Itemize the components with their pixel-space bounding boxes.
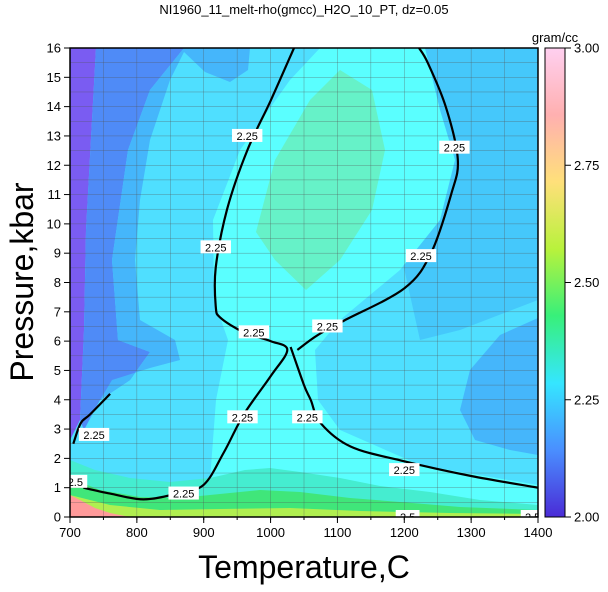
y-tick-label: 11	[48, 187, 62, 202]
x-axis: 700 800 900 1000 1100 1200 1300 1400	[59, 517, 552, 540]
contour-label: 2.25	[238, 325, 270, 339]
contour-label: 2.25	[168, 486, 199, 501]
contour-label-bg	[405, 249, 437, 263]
contour-label: 2.5	[520, 510, 540, 524]
contour-label: 2.25	[439, 140, 470, 155]
y-tick-label: 16	[47, 41, 61, 56]
colorbar-tick-label: 2.25	[574, 392, 599, 407]
contour-label-bg	[78, 427, 110, 441]
x-tick-label: 700	[59, 525, 81, 540]
contour-label-text: 2.25	[243, 327, 264, 339]
contour-label-bg	[395, 510, 420, 517]
y-tick-label: 14	[47, 99, 61, 114]
contour-label: 2.25	[227, 410, 258, 424]
colorbar-ticks: 2.00 2.25 2.50 2.75 3.00	[565, 41, 599, 525]
contour-label-text: 2.25	[317, 321, 338, 333]
contour-label-bg	[292, 410, 323, 424]
contour-label-bg	[70, 474, 88, 488]
contour-labels: 2.25 2.25 2.25 2.25 2.25 2.25 2.25 2.25 2.25 2.25…	[68, 128, 540, 524]
contour-label-text: 2.25	[444, 143, 465, 155]
contour-label-text: 2.25	[83, 430, 104, 442]
x-axis-title: Temperature,C	[198, 549, 410, 585]
contour-label: 2.25	[200, 240, 231, 254]
contour-label-bg	[200, 240, 231, 254]
y-tick-label: 9	[54, 246, 61, 261]
x-tick-label: 1200	[390, 525, 419, 540]
x-tick-label: 1400	[524, 525, 553, 540]
contour-label-text: 2.25	[394, 465, 415, 477]
contour-label-bg	[389, 463, 420, 477]
x-tick-label: 1300	[457, 525, 486, 540]
colorbar-tick-label: 2.75	[574, 158, 599, 173]
y-tick-label: 8	[54, 275, 61, 290]
contour-label: 2.25	[292, 410, 323, 424]
contour-label-text: 2.25	[173, 489, 194, 501]
pink-corner-band	[70, 495, 130, 517]
low-density-region-left	[70, 48, 96, 440]
y-tick-label: 1	[54, 480, 61, 495]
colorbar-tick-label: 2.50	[574, 275, 599, 290]
y-tick-label: 3	[54, 422, 61, 437]
contour-label: 2.25	[78, 427, 110, 442]
plot-area: 2.25 2.25 2.25 2.25 2.25 2.25 2.25 2.25 2.25 2.25…	[68, 48, 540, 524]
colorbar-gradient	[544, 47, 566, 518]
band-region-left	[84, 48, 250, 430]
y-tick-label: 12	[47, 158, 61, 173]
contour-label-bg	[520, 510, 538, 517]
contour-label-text: 2.5	[400, 512, 415, 524]
y-tick-label: 0	[54, 510, 61, 525]
contour-line-2.25	[289, 346, 538, 489]
colorbar: gram/cc 2.00 2.25 2.50 2.75 3.00	[532, 30, 599, 525]
y-axis-title: Pressure,kbar	[4, 182, 40, 382]
contour-label-text: 2.25	[236, 131, 257, 143]
y-tick-label: 10	[47, 216, 61, 231]
mid-density-region-left	[80, 48, 184, 430]
x-tick-label: 800	[126, 525, 148, 540]
y-tick-label: 5	[54, 363, 61, 378]
contour-label-text: 2.5	[525, 512, 540, 524]
contour-label-bg	[312, 319, 343, 333]
contour-label-text: 2.25	[205, 242, 226, 254]
contour-label-text: 2.25	[410, 251, 431, 263]
contour-label: 2.25	[405, 249, 437, 263]
contour-label-bg	[231, 128, 263, 142]
contour-label: 2.25	[389, 463, 420, 477]
y-tick-label: 6	[54, 334, 61, 349]
yellow-bottom-band	[70, 495, 538, 517]
contour-label: 2.25	[231, 128, 263, 143]
colorbar-tick-label: 2.00	[574, 510, 599, 525]
contour-label: 2.25	[312, 319, 343, 333]
y-tick-label: 7	[54, 304, 61, 319]
contour-label-bg	[238, 325, 270, 339]
contour-label-bg	[439, 140, 470, 154]
contour-label-text: 2.25	[297, 412, 318, 424]
band-region-right	[460, 318, 538, 455]
contour-label: 2.5	[395, 510, 420, 524]
x-tick-label: 1000	[256, 525, 285, 540]
x-tick-label: 900	[193, 525, 215, 540]
y-tick-label: 2	[54, 451, 61, 466]
contour-line-2.25	[72, 393, 111, 445]
contour-label-bg	[227, 410, 258, 424]
y-tick-label: 4	[54, 392, 61, 407]
contour-label-text: 2.25	[232, 412, 253, 424]
y-tick-label: 13	[47, 128, 61, 143]
colorbar-title: gram/cc	[532, 30, 579, 45]
colorbar-tick-label: 3.00	[574, 41, 599, 56]
y-tick-label: 15	[47, 70, 61, 85]
chart-title: NI1960_11_melt-rho(gmcc)_H2O_10_PT, dz=0…	[159, 2, 448, 17]
contour-label-bg	[168, 486, 199, 500]
contour-label-text: 2.5	[68, 477, 83, 489]
x-tick-label: 1100	[323, 525, 351, 540]
contour-label: 2.5	[68, 474, 88, 489]
